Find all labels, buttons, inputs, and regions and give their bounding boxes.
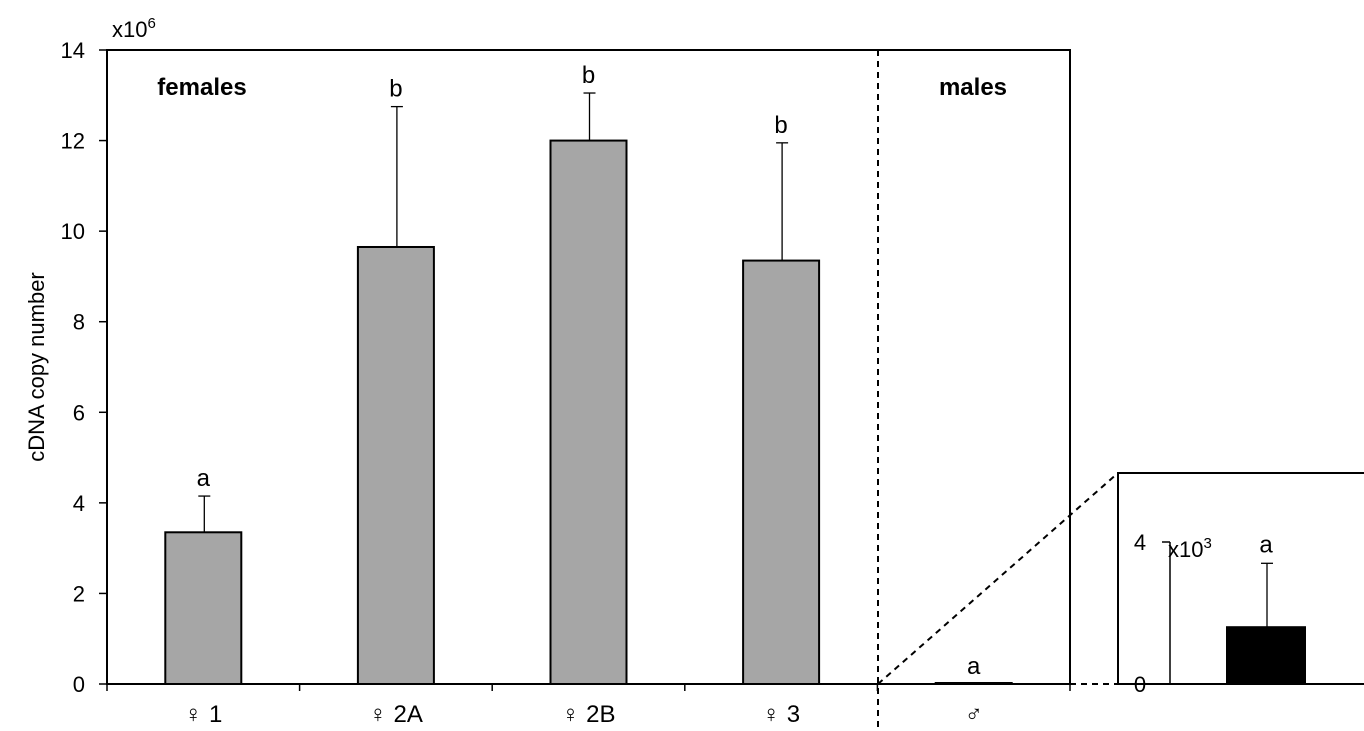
y-tick-label: 4	[73, 491, 85, 516]
main-bars: a b b b a	[164, 62, 1013, 686]
y-tick-label: 0	[73, 672, 85, 697]
bar	[742, 259, 821, 685]
significance-letter: a	[197, 465, 211, 492]
y-tick-label: 10	[61, 219, 85, 244]
bar	[549, 139, 628, 686]
significance-letter: b	[774, 112, 787, 139]
y-tick-label: 14	[61, 38, 85, 63]
bar	[356, 245, 435, 685]
inset-bars: a	[1226, 531, 1306, 686]
y-scale-exp: 6	[147, 15, 155, 32]
inset-y-scale-exp: 3	[1203, 535, 1211, 552]
inset-y-tick-label: 4	[1134, 530, 1146, 555]
y-tick-label: 12	[61, 129, 85, 154]
y-tick-label: 2	[73, 581, 85, 606]
inset-significance-letter: a	[1259, 531, 1273, 558]
inset-y-scale-base: x10	[1168, 537, 1203, 562]
group-label-males: males	[939, 74, 1007, 101]
significance-letter: a	[967, 653, 981, 680]
x-tick-label: ♀ 3	[762, 701, 800, 728]
y-axis-title: cDNA copy number	[24, 272, 49, 462]
y-tick-label: 6	[73, 400, 85, 425]
y-scale-label: x106	[112, 15, 156, 42]
x-tick-label: ♂	[965, 701, 983, 728]
group-label-females: females	[157, 74, 246, 101]
inset-y-tick-label: 0	[1134, 672, 1146, 697]
inset-y-ticks: 04	[1134, 530, 1146, 697]
main-y-ticks: 0 2 4 6 8 10 12 14	[61, 38, 107, 697]
y-scale-base: x10	[112, 17, 147, 42]
x-tick-label: ♀ 2A	[369, 701, 423, 728]
x-tick-label: ♀ 2B	[561, 701, 615, 728]
inset-bar	[1226, 626, 1306, 686]
zoom-line-upper	[877, 472, 1119, 685]
significance-letter: b	[389, 76, 402, 103]
x-tick-label: ♀ 1	[184, 701, 222, 728]
bar	[164, 531, 243, 685]
inset-y-scale-label: x103	[1168, 535, 1212, 562]
significance-letter: b	[582, 62, 595, 89]
y-tick-label: 8	[73, 310, 85, 335]
main-x-ticks: ♀ 1 ♀ 2A ♀ 2B ♀ 3 ♂	[106, 684, 1071, 728]
